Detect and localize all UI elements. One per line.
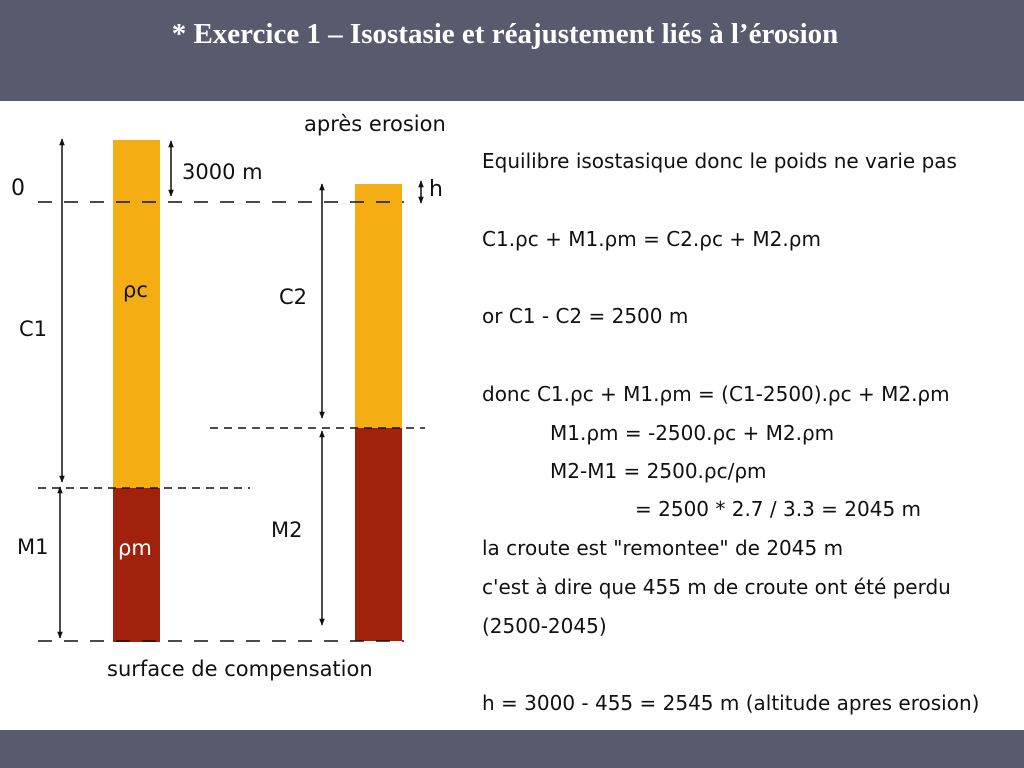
compensation-surface-label: surface de compensation bbox=[107, 657, 373, 681]
simplification-step: M1.ρm = -2500.ρc + M2.ρm bbox=[550, 421, 835, 445]
uplift-statement: la croute est "remontee" de 2045 m bbox=[482, 536, 844, 560]
title-bar: * Exercice 1 – Isostasie et réajustement… bbox=[0, 0, 1024, 101]
isostasy-diagram: après erosion 3000 m 0 h C1 C2 M1 M2 ρc … bbox=[11, 112, 446, 681]
lost-crust-calculation: (2500-2045) bbox=[482, 614, 607, 638]
rho-m-label: ρm bbox=[118, 536, 152, 560]
column2-mantle bbox=[355, 428, 402, 641]
footer-bar bbox=[0, 730, 1024, 768]
column1-mantle bbox=[113, 488, 160, 642]
column1-crust bbox=[113, 140, 160, 488]
altitude-result: h = 3000 - 455 = 2545 m (altitude apres … bbox=[482, 691, 980, 715]
column2-crust bbox=[355, 184, 402, 428]
slide-title: * Exercice 1 – Isostasie et réajustement… bbox=[171, 18, 839, 50]
after-erosion-label: après erosion bbox=[304, 112, 446, 136]
C1-label: C1 bbox=[19, 317, 47, 341]
sea-level-zero-label: 0 bbox=[11, 176, 25, 201]
substitution-step: donc C1.ρc + M1.ρm = (C1-2500).ρc + M2.ρ… bbox=[482, 382, 950, 406]
M1-label: M1 bbox=[17, 535, 48, 559]
C2-label: C2 bbox=[279, 285, 307, 309]
crust-difference: or C1 - C2 = 2500 m bbox=[482, 304, 689, 328]
mantle-difference-step: M2-M1 = 2500.ρc/ρm bbox=[550, 459, 767, 483]
equilibrium-statement: Equilibre isostasique donc le poids ne v… bbox=[482, 149, 957, 173]
rho-c-label: ρc bbox=[123, 278, 148, 302]
h-label: h bbox=[429, 177, 443, 202]
numeric-result: = 2500 * 2.7 / 3.3 = 2045 m bbox=[635, 497, 922, 521]
M2-label: M2 bbox=[271, 518, 302, 542]
height-3000-label: 3000 m bbox=[182, 160, 263, 184]
weight-equation: C1.ρc + M1.ρm = C2.ρc + M2.ρm bbox=[482, 227, 821, 251]
lost-crust-statement: c'est à dire que 455 m de croute ont été… bbox=[482, 575, 951, 599]
